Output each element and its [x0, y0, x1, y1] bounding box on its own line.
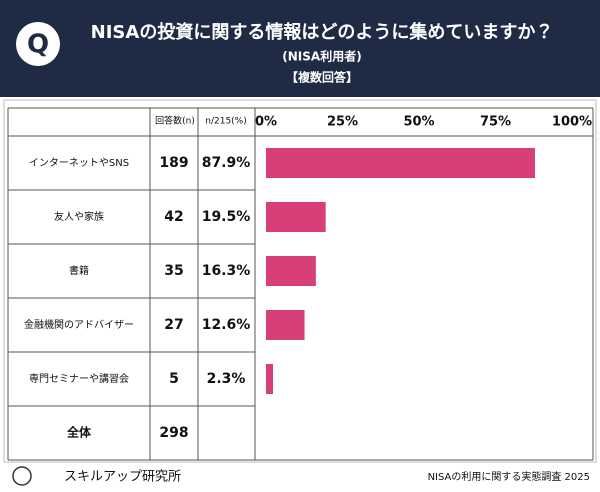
count-label: 27 [164, 317, 183, 333]
value-label: 12.6% [202, 317, 251, 333]
frame [3, 99, 597, 463]
total-label: 全体 [67, 425, 92, 440]
x-tick-label: 75% [480, 115, 511, 130]
chart-subtitle: (NISA利用者) [282, 49, 361, 64]
x-tick-label: 100% [552, 115, 592, 130]
bar [266, 364, 274, 394]
bar [266, 310, 305, 340]
category-label: 友人や家族 [54, 210, 104, 223]
count-label: 35 [164, 263, 183, 279]
category-label: インターネットやSNS [29, 157, 129, 169]
count-label: 5 [169, 371, 179, 387]
total-count: 298 [159, 425, 188, 441]
chart-title: NISAの投資に関する情報はどのように集めていますか？ [91, 21, 554, 43]
category-label: 書籍 [69, 264, 89, 277]
header-band [0, 0, 600, 97]
count-label: 42 [164, 209, 183, 225]
x-tick-label: 50% [403, 115, 434, 130]
value-label: 16.3% [202, 263, 251, 279]
x-tick-label: 0% [255, 115, 277, 130]
category-label: 専門セミナーや講習会 [29, 372, 129, 385]
source: NISAの利用に関する実態調査 2025 [428, 470, 590, 483]
bar [266, 256, 316, 286]
q-icon-letter: Q [27, 30, 49, 60]
bar [266, 202, 326, 232]
value-label: 87.9% [202, 155, 251, 171]
percent-header: n/215(%) [205, 117, 247, 127]
count-header: 回答数(n) [155, 115, 195, 127]
brand-icon [12, 466, 32, 486]
x-tick-label: 25% [327, 115, 358, 130]
value-label: 2.3% [207, 371, 246, 387]
q-icon [16, 22, 60, 66]
brand: スキルアップ研究所 [64, 469, 181, 485]
value-label: 19.5% [202, 209, 251, 225]
category-label: 金融機関のアドバイザー [24, 318, 134, 331]
chart-note: 【複数回答】 [286, 70, 358, 85]
bar [266, 148, 535, 178]
count-label: 189 [159, 155, 188, 171]
